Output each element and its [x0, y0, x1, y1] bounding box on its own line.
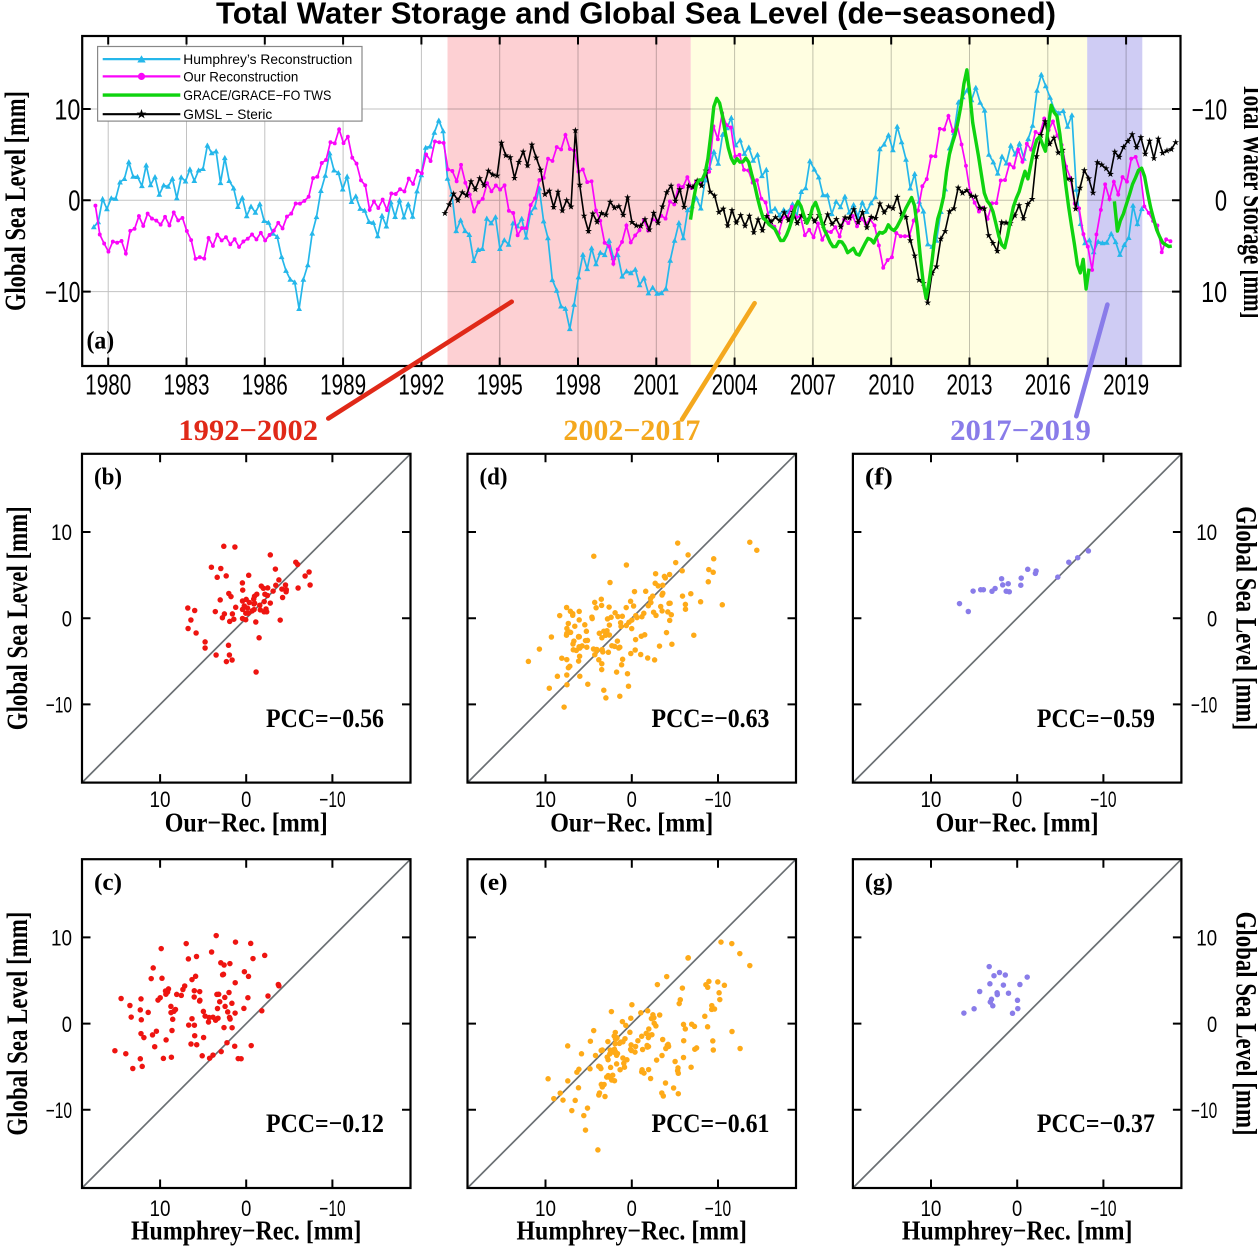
svg-text:(e): (e) — [480, 870, 508, 896]
svg-text:1995: 1995 — [477, 369, 523, 401]
svg-text:PCC=−0.59: PCC=−0.59 — [1037, 703, 1155, 733]
svg-text:Humphrey−Rec. [mm]: Humphrey−Rec. [mm] — [902, 1216, 1133, 1246]
svg-text:Total Water Storage and Global: Total Water Storage and Global Sea Level… — [216, 0, 1056, 31]
svg-text:10: 10 — [1201, 276, 1227, 308]
svg-text:(b): (b) — [94, 465, 122, 491]
svg-text:Humphrey−Rec. [mm]: Humphrey−Rec. [mm] — [131, 1216, 362, 1246]
svg-text:Our−Rec. [mm]: Our−Rec. [mm] — [936, 808, 1099, 838]
svg-text:−10: −10 — [319, 1196, 345, 1221]
svg-text:1992−2002: 1992−2002 — [178, 415, 318, 447]
svg-text:2002−2017: 2002−2017 — [563, 415, 700, 447]
svg-text:1998: 1998 — [555, 369, 601, 401]
svg-text:0: 0 — [627, 1196, 637, 1221]
svg-text:Humphrey−Rec. [mm]: Humphrey−Rec. [mm] — [517, 1216, 748, 1246]
svg-text:GRACE/GRACE−FO TWS: GRACE/GRACE−FO TWS — [183, 88, 331, 103]
svg-text:1992: 1992 — [398, 369, 444, 401]
svg-text:10: 10 — [54, 93, 80, 125]
svg-text:(g): (g) — [865, 870, 893, 896]
svg-text:Global Sea Level [mm]: Global Sea Level [mm] — [1230, 506, 1258, 730]
svg-text:10: 10 — [51, 520, 72, 545]
svg-text:PCC=−0.56: PCC=−0.56 — [266, 703, 384, 733]
svg-text:0: 0 — [62, 1012, 72, 1037]
svg-text:−10: −10 — [45, 276, 81, 308]
svg-text:0: 0 — [1207, 1012, 1217, 1037]
svg-text:0: 0 — [241, 787, 251, 812]
svg-text:0: 0 — [68, 185, 80, 217]
svg-text:−10: −10 — [1191, 1098, 1217, 1123]
svg-text:10: 10 — [920, 787, 941, 812]
svg-text:−10: −10 — [705, 787, 731, 812]
svg-text:2004: 2004 — [712, 369, 758, 401]
svg-text:2010: 2010 — [868, 369, 914, 401]
svg-text:−10: −10 — [1191, 693, 1217, 718]
svg-text:0: 0 — [1207, 606, 1217, 631]
svg-text:PCC=−0.61: PCC=−0.61 — [652, 1108, 770, 1138]
svg-text:10: 10 — [920, 1196, 941, 1221]
svg-text:Our Reconstruction: Our Reconstruction — [183, 69, 298, 84]
svg-text:10: 10 — [535, 787, 556, 812]
svg-text:−10: −10 — [1192, 93, 1228, 125]
svg-text:10: 10 — [1196, 520, 1217, 545]
svg-text:0: 0 — [62, 606, 72, 631]
svg-text:2017−2019: 2017−2019 — [950, 415, 1091, 447]
svg-text:10: 10 — [1196, 926, 1217, 951]
svg-text:Global Sea Level [mm]: Global Sea Level [mm] — [1230, 912, 1258, 1136]
svg-text:−10: −10 — [46, 693, 72, 718]
svg-text:0: 0 — [1012, 787, 1022, 812]
svg-text:1983: 1983 — [164, 369, 210, 401]
svg-text:(d): (d) — [480, 465, 508, 491]
svg-text:PCC=−0.63: PCC=−0.63 — [652, 703, 770, 733]
svg-text:(a): (a) — [87, 328, 115, 355]
svg-text:2007: 2007 — [790, 369, 836, 401]
svg-text:1986: 1986 — [242, 369, 288, 401]
svg-text:−10: −10 — [46, 1098, 72, 1123]
svg-text:Global Sea Level [mm]: Global Sea Level [mm] — [0, 91, 32, 311]
svg-text:−10: −10 — [1090, 787, 1116, 812]
svg-text:2016: 2016 — [1025, 369, 1071, 401]
svg-text:GMSL − Steric: GMSL − Steric — [183, 107, 272, 122]
svg-text:Humphrey’s Reconstruction: Humphrey’s Reconstruction — [183, 52, 352, 67]
svg-text:10: 10 — [535, 1196, 556, 1221]
svg-text:0: 0 — [241, 1196, 251, 1221]
svg-text:Total Water Storage [mm]: Total Water Storage [mm] — [1237, 84, 1258, 319]
svg-text:0: 0 — [1012, 1196, 1022, 1221]
svg-text:−10: −10 — [1090, 1196, 1116, 1221]
svg-text:0: 0 — [627, 787, 637, 812]
svg-text:2001: 2001 — [633, 369, 679, 401]
svg-text:0: 0 — [1215, 185, 1227, 217]
svg-text:Our−Rec. [mm]: Our−Rec. [mm] — [165, 808, 328, 838]
svg-text:(f): (f) — [865, 465, 893, 491]
svg-text:10: 10 — [51, 926, 72, 951]
svg-text:10: 10 — [150, 787, 171, 812]
svg-text:1989: 1989 — [320, 369, 366, 401]
svg-text:2019: 2019 — [1103, 369, 1149, 401]
svg-text:PCC=−0.12: PCC=−0.12 — [266, 1108, 384, 1138]
svg-text:Global Sea Level [mm]: Global Sea Level [mm] — [1, 506, 34, 730]
svg-text:10: 10 — [150, 1196, 171, 1221]
svg-text:−10: −10 — [705, 1196, 731, 1221]
svg-text:2013: 2013 — [947, 369, 993, 401]
svg-text:PCC=−0.37: PCC=−0.37 — [1037, 1108, 1155, 1138]
svg-text:Our−Rec. [mm]: Our−Rec. [mm] — [550, 808, 713, 838]
svg-text:(c): (c) — [94, 870, 122, 896]
svg-text:−10: −10 — [319, 787, 345, 812]
svg-text:1980: 1980 — [85, 369, 131, 401]
svg-text:Global Sea Level [mm]: Global Sea Level [mm] — [1, 912, 34, 1136]
